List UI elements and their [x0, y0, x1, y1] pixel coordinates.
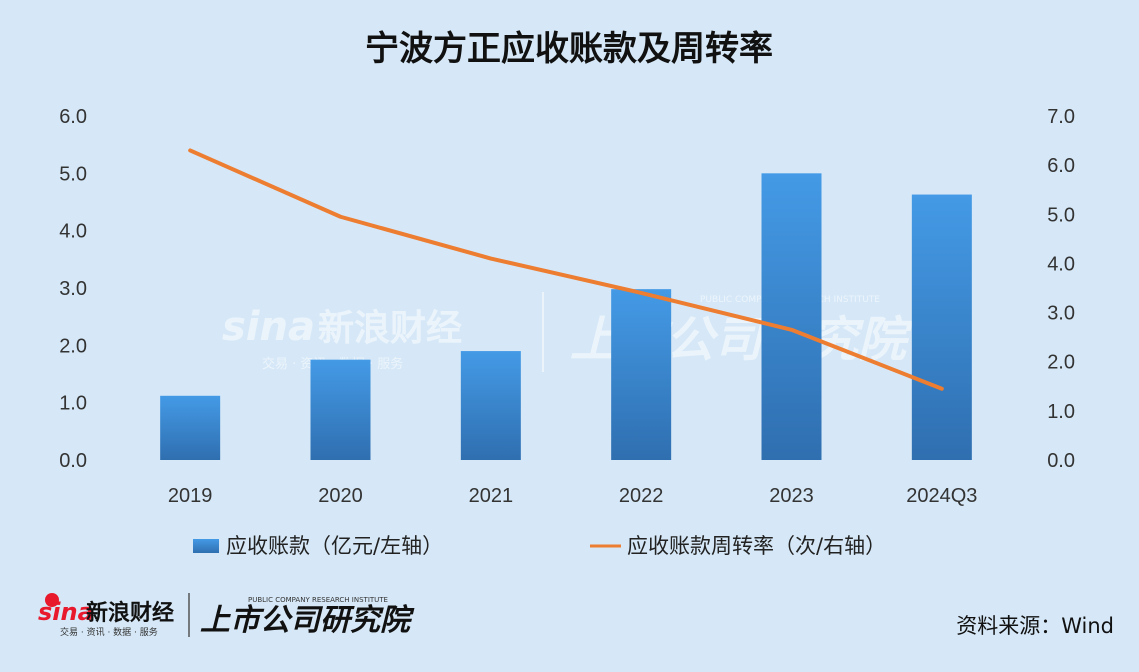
- y-left-tick-label: 1.0: [59, 393, 87, 415]
- y-right-tick-label: 4.0: [1047, 253, 1075, 275]
- legend-label-line: 应收账款周转率（次/右轴）: [627, 534, 886, 558]
- line-series: [188, 148, 944, 391]
- x-tick-label: 2021: [469, 485, 514, 507]
- bar: [761, 173, 822, 461]
- source-note: 资料来源：Wind: [956, 614, 1114, 638]
- y-left-tick-label: 0.0: [59, 450, 87, 472]
- y-right-tick-label: 7.0: [1047, 106, 1075, 128]
- y-axis-right: 0.0 1.0 2.0 3.0 4.0 5.0 6.0 7.0: [1047, 106, 1075, 472]
- y-right-tick-label: 1.0: [1047, 401, 1075, 423]
- bar: [310, 359, 371, 460]
- y-axis-left: 0.0 1.0 2.0 3.0 4.0 5.0 6.0: [59, 106, 87, 472]
- watermark-brand-cn: 新浪财经: [318, 308, 462, 349]
- y-right-tick-label: 0.0: [1047, 450, 1075, 472]
- bar: [160, 395, 221, 460]
- x-axis: 2019 2020 2021 2022 2023 2024Q3: [168, 485, 978, 507]
- y-left-tick-label: 2.0: [59, 335, 87, 357]
- y-right-tick-label: 3.0: [1047, 303, 1075, 325]
- y-left-tick-label: 5.0: [59, 163, 87, 185]
- chart-title: 宁波方正应收账款及周转率: [365, 29, 773, 69]
- footer-brand-cn: 新浪财经: [86, 600, 174, 626]
- bar: [611, 289, 672, 460]
- footer-brand-en: sina: [38, 598, 94, 626]
- x-tick-label: 2023: [769, 485, 814, 507]
- legend: 应收账款（亿元/左轴） 应收账款周转率（次/右轴）: [193, 534, 886, 558]
- footer-brand-sub: 交易 · 资讯 · 数据 · 服务: [60, 626, 158, 638]
- y-right-tick-label: 2.0: [1047, 352, 1075, 374]
- x-tick-label: 2024Q3: [906, 485, 977, 507]
- legend-swatch-bar: [193, 539, 219, 553]
- footer-institute: 上市公司研究院: [200, 603, 415, 638]
- y-right-tick-label: 5.0: [1047, 204, 1075, 226]
- series-line: [188, 148, 944, 391]
- x-tick-label: 2022: [619, 485, 664, 507]
- y-left-tick-label: 6.0: [59, 106, 87, 128]
- bar-series: [160, 173, 972, 461]
- sina-eye-icon: [45, 593, 59, 607]
- footer-institute-en: PUBLIC COMPANY RESEARCH INSTITUTE: [248, 596, 388, 604]
- bar: [460, 351, 521, 460]
- footer-logo: sina 新浪财经 交易 · 资讯 · 数据 · 服务 PUBLIC COMPA…: [38, 593, 415, 638]
- x-tick-label: 2020: [318, 485, 363, 507]
- watermark-brand-en: sina: [222, 304, 315, 350]
- x-tick-label: 2019: [168, 485, 213, 507]
- bar: [911, 194, 972, 460]
- y-left-tick-label: 3.0: [59, 278, 87, 300]
- y-right-tick-label: 6.0: [1047, 155, 1075, 177]
- legend-label-bar: 应收账款（亿元/左轴）: [226, 534, 443, 558]
- y-left-tick-label: 4.0: [59, 221, 87, 243]
